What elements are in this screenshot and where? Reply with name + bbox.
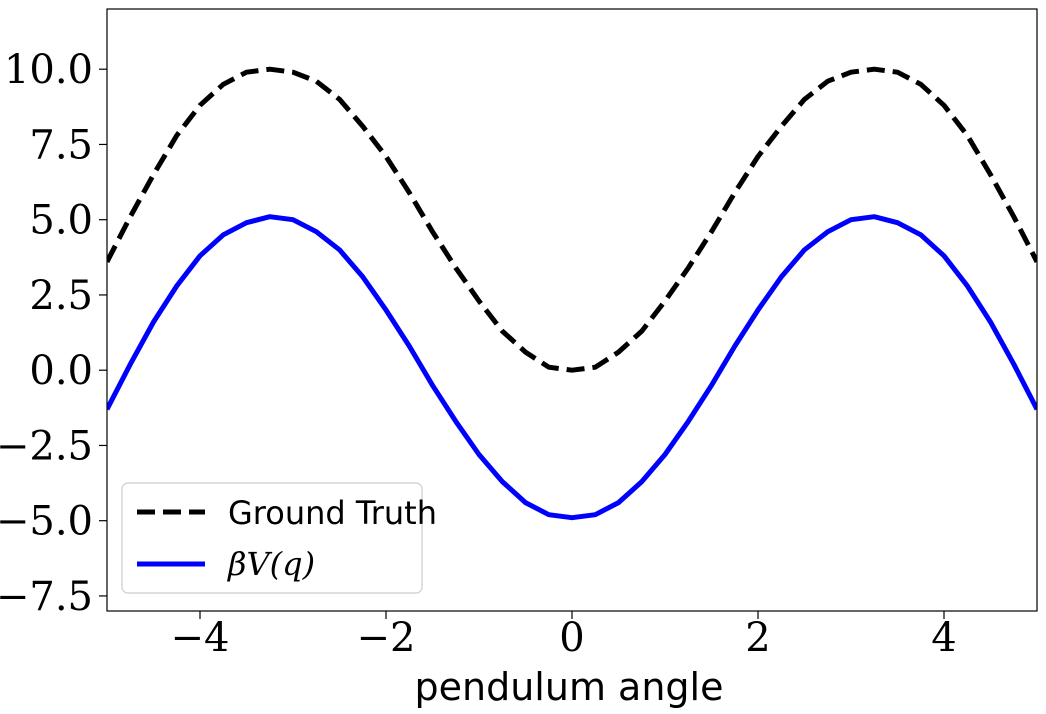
y-tick-label: 2.5	[29, 273, 93, 319]
legend: Ground Truth βV(q)	[121, 482, 437, 594]
series-line-ground-truth	[107, 66, 1037, 373]
x-tick-label: 2	[745, 615, 770, 661]
x-tick-label: −2	[357, 615, 416, 661]
x-tick-label: 4	[931, 615, 956, 661]
x-tick-label: −4	[171, 615, 230, 661]
x-tick-label: 0	[559, 615, 584, 661]
y-tick-label: 10.0	[4, 47, 93, 93]
series-layer	[107, 66, 1037, 521]
y-tick-label: 5.0	[29, 198, 93, 244]
y-axis: −7.5 −5.0 −2.5 0.0 2.5 5.0 7.5 10.0	[0, 47, 107, 620]
series-line-beta-v	[107, 214, 1037, 521]
x-axis: −4 −2 0 2 4	[171, 611, 957, 661]
legend-label-beta-v: βV(q)	[227, 545, 315, 583]
x-axis-label: pendulum angle	[415, 665, 724, 709]
y-tick-label: −5.0	[0, 499, 93, 545]
legend-label-ground-truth: Ground Truth	[228, 494, 437, 532]
y-tick-label: 7.5	[29, 122, 93, 168]
y-tick-label: 0.0	[29, 348, 93, 394]
y-tick-label: −7.5	[0, 574, 93, 620]
y-tick-label: −2.5	[0, 423, 93, 469]
plot-frame	[106, 8, 1038, 612]
